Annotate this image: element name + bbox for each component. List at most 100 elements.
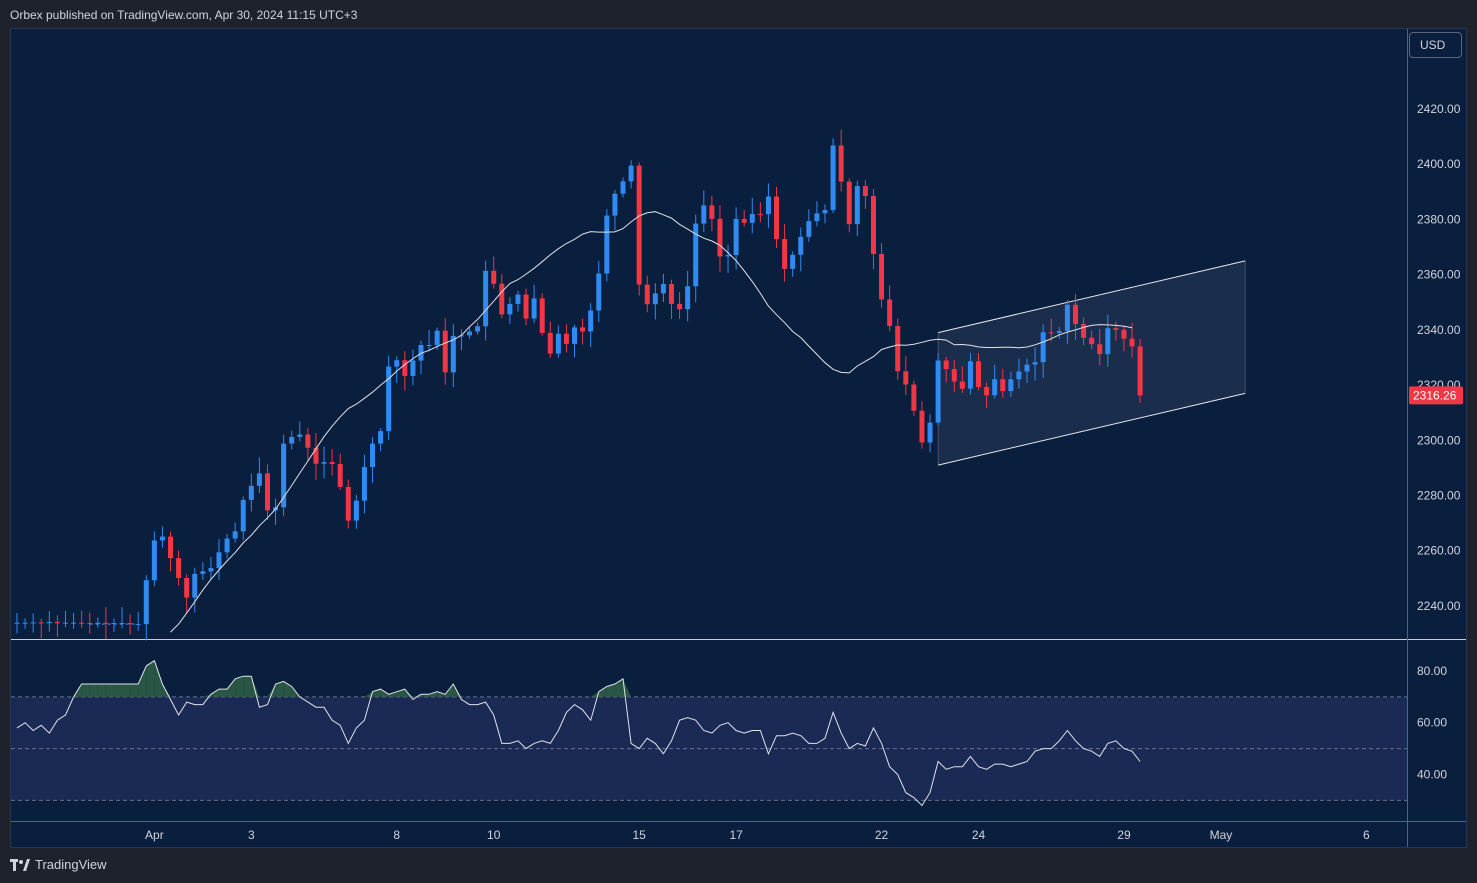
candle-up bbox=[46, 621, 52, 624]
candle-down bbox=[911, 384, 917, 411]
candle-up bbox=[248, 485, 254, 500]
candle-up bbox=[588, 310, 594, 332]
time-tick-label: 22 bbox=[875, 828, 889, 842]
rsi-tick-label: 60.00 bbox=[1417, 716, 1447, 730]
candle-up bbox=[434, 330, 440, 346]
candle-up bbox=[1008, 379, 1014, 392]
candle-up bbox=[1064, 304, 1070, 331]
rsi-overbought-fill bbox=[251, 676, 260, 697]
time-tick-label: May bbox=[1210, 828, 1233, 842]
price-grid bbox=[11, 29, 1466, 847]
rsi-overbought-fill bbox=[81, 683, 90, 697]
chart-container[interactable]: 2240.00 2260.00 2280.00 2300.00 2320.00 2340.… bbox=[10, 28, 1467, 848]
candle-down bbox=[895, 325, 901, 372]
candle-down bbox=[1000, 379, 1006, 392]
candle-up bbox=[725, 255, 731, 257]
channel-lower-line[interactable] bbox=[938, 392, 1246, 466]
time-tick-label: 29 bbox=[1117, 828, 1131, 842]
parallel-channel[interactable] bbox=[937, 260, 1246, 466]
candle-up bbox=[596, 273, 602, 311]
candle-up bbox=[935, 360, 941, 423]
time-tick-label: 10 bbox=[487, 828, 501, 842]
rsi-overbought-fill bbox=[614, 678, 623, 697]
rsi-line bbox=[16, 659, 1141, 807]
candle-up bbox=[410, 360, 416, 376]
candle-up bbox=[256, 473, 262, 486]
candle-up bbox=[361, 467, 367, 501]
candle-up bbox=[426, 345, 432, 347]
time-tick-label: 15 bbox=[632, 828, 646, 842]
candle-up bbox=[733, 218, 739, 256]
candle-up bbox=[353, 500, 359, 521]
candle-down bbox=[741, 218, 747, 223]
candle-down bbox=[677, 303, 683, 310]
candle-up bbox=[992, 379, 998, 396]
candle-up bbox=[386, 366, 392, 432]
candle-down bbox=[774, 196, 780, 240]
rsi-overbought-fill bbox=[105, 683, 114, 697]
moving-average-path bbox=[170, 211, 1133, 633]
tradingview-logo[interactable]: TradingView bbox=[10, 850, 107, 880]
rsi-pane bbox=[11, 659, 1407, 807]
rsi-overbought-fill bbox=[421, 694, 430, 697]
rsi-overbought-fill bbox=[89, 683, 98, 697]
candle-down bbox=[168, 536, 174, 559]
candle-down bbox=[862, 186, 868, 196]
candle-up bbox=[71, 622, 77, 624]
rsi-overbought-fill bbox=[606, 683, 615, 697]
rsi-overbought-fill bbox=[219, 689, 228, 697]
time-axis[interactable]: Apr 3 8 10 15 17 22 24 29 May 6 bbox=[145, 828, 1370, 842]
rsi-overbought-fill bbox=[364, 691, 373, 697]
moving-average-line bbox=[170, 211, 1133, 633]
candle-up bbox=[95, 622, 101, 625]
candle-down bbox=[887, 299, 893, 326]
price-axis[interactable]: 2240.002260.002280.002300.002320.002340.… bbox=[1409, 47, 1463, 782]
candle-up bbox=[224, 538, 230, 553]
currency-button[interactable]: USD bbox=[1409, 32, 1462, 58]
candle-down bbox=[329, 462, 335, 465]
footer: TradingView bbox=[0, 850, 1477, 883]
candle-down bbox=[870, 195, 876, 254]
rsi-overbought-fill bbox=[437, 691, 446, 697]
rsi-overbought-fill bbox=[243, 676, 252, 697]
candle-down bbox=[547, 332, 553, 354]
candle-up bbox=[555, 333, 561, 354]
candlestick-series bbox=[14, 129, 1143, 641]
candle-up bbox=[281, 443, 287, 508]
candle-up bbox=[1040, 332, 1046, 363]
last-price-label: 2316.26 bbox=[1413, 388, 1457, 402]
candle-down bbox=[103, 622, 109, 624]
rsi-overbought-fill bbox=[372, 689, 381, 697]
candle-up bbox=[466, 331, 472, 336]
channel-upper-line[interactable] bbox=[938, 260, 1246, 334]
candle-up bbox=[1024, 364, 1030, 372]
candle-down bbox=[919, 410, 925, 443]
candle-up bbox=[830, 145, 836, 211]
candle-up bbox=[62, 622, 68, 624]
candle-up bbox=[652, 293, 658, 305]
candle-up bbox=[192, 573, 198, 598]
price-tick-label: 2360.00 bbox=[1417, 268, 1461, 282]
candle-up bbox=[531, 298, 537, 319]
rsi-overbought-fill bbox=[154, 660, 163, 697]
time-tick-label: 3 bbox=[248, 828, 255, 842]
candle-down bbox=[345, 486, 351, 521]
candle-up bbox=[693, 223, 699, 287]
candle-up bbox=[483, 270, 489, 327]
candle-up bbox=[450, 335, 456, 373]
candle-down bbox=[402, 360, 408, 376]
candle-up bbox=[507, 303, 513, 315]
candle-up bbox=[604, 215, 610, 274]
candle-up bbox=[394, 360, 400, 367]
price-tick-label: 2260.00 bbox=[1417, 544, 1461, 558]
chart-canvas[interactable]: 2240.002260.002280.002300.002320.002340.… bbox=[11, 29, 1466, 847]
rsi-overbought-fill bbox=[380, 689, 389, 697]
rsi-overbought-fill bbox=[404, 689, 413, 697]
candle-down bbox=[717, 218, 723, 257]
rsi-overbought-fill bbox=[122, 683, 131, 697]
publication-header: Orbex published on TradingView.com, Apr … bbox=[10, 8, 358, 22]
rsi-overbought-fill bbox=[267, 683, 276, 697]
candle-down bbox=[491, 270, 497, 284]
candle-up bbox=[822, 210, 828, 214]
candle-up bbox=[22, 622, 28, 624]
